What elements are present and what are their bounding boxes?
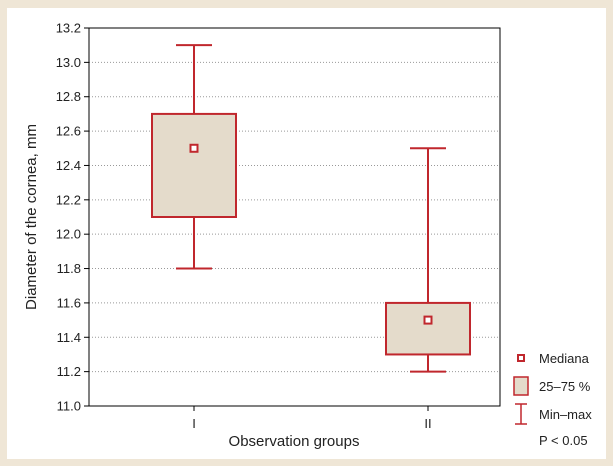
plot-frame [88,27,501,407]
y-axis-title: Diameter of the cornea, mm [23,124,40,310]
legend-box-symbol [513,376,529,396]
legend-label: Min–max [539,407,592,422]
y-tick-label: 12.8 [56,89,81,104]
y-tick-label: 12.2 [56,192,81,207]
y-tick-label: 11.2 [57,364,81,379]
y-tick-label: 11.6 [57,295,81,310]
iqr-box [151,112,237,218]
legend-label: Mediana [539,351,590,366]
y-tick-label: 11.8 [57,261,81,276]
y-tick-label: 11.0 [57,399,81,414]
y-tick-label: 13.0 [56,55,81,70]
x-tick-label: I [192,416,196,431]
median-marker [423,315,433,325]
plot-panel [7,8,606,459]
legend-median-symbol [517,354,525,362]
y-tick-label: 12.0 [56,227,81,242]
y-tick-label: 11.4 [57,330,81,345]
x-axis-title: Observation groups [229,433,360,450]
median-marker [189,143,199,153]
legend-label: 25–75 % [539,379,591,394]
y-tick-label: 12.6 [56,124,81,139]
y-tick-label: 13.2 [56,21,81,36]
y-tick-label: 12.4 [56,158,81,173]
iqr-box [385,301,471,356]
p-value-annotation: P < 0.05 [539,433,588,448]
x-tick-label: II [424,416,431,431]
